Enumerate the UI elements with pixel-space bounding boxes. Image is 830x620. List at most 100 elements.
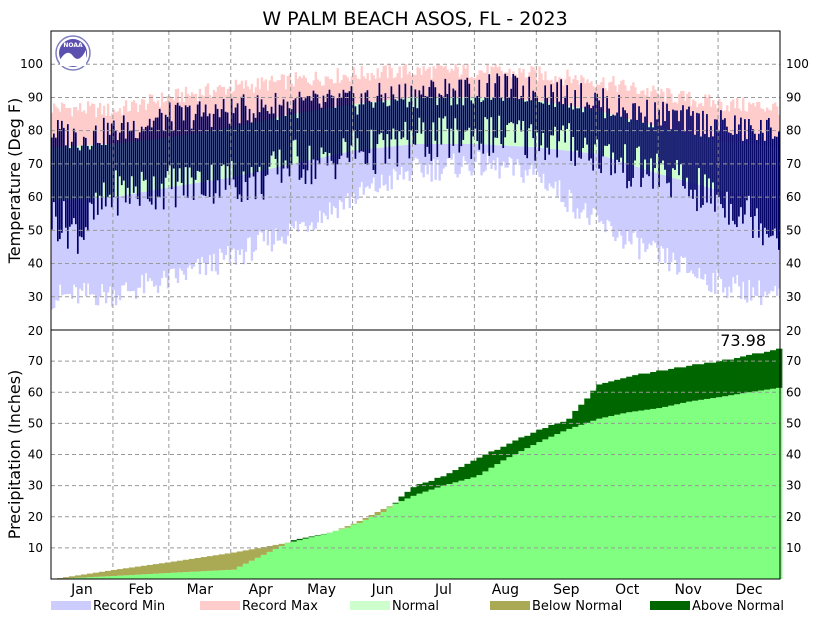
observed-temp-bar: Sep 27 bbox=[588, 104, 590, 161]
record-max-bar bbox=[628, 90, 631, 120]
below-normal-bar bbox=[338, 528, 345, 530]
record-min-bar bbox=[182, 184, 186, 275]
record-min-bar bbox=[332, 154, 335, 207]
observed-temp-bar: May 20 bbox=[328, 89, 331, 154]
observed-temp-bar: Nov 8 bbox=[672, 109, 674, 169]
observed-temp-bar: Jul 29 bbox=[468, 83, 471, 128]
observed-temp-bar: Aug 3 bbox=[478, 79, 481, 150]
observed-temp-bar: Jul 15 bbox=[440, 94, 443, 145]
observed-temp-bar: Jan 9 bbox=[66, 124, 69, 249]
observed-temp-bar: May 27 bbox=[342, 89, 345, 139]
observed-temp-bar: Dec 16 bbox=[748, 119, 750, 196]
above-normal-bar bbox=[770, 350, 777, 389]
above-normal-bar bbox=[530, 432, 537, 446]
record-min-bar bbox=[766, 198, 769, 296]
temp-tick-label-left: 60 bbox=[28, 190, 43, 204]
record-max-bar bbox=[254, 87, 258, 123]
record-min-bar bbox=[468, 143, 471, 171]
observed-temp-bar: May 6 bbox=[300, 97, 303, 178]
record-max-bar bbox=[438, 65, 441, 98]
observed-temp-bar: Jun 5 bbox=[360, 93, 363, 152]
normal-precip-bar bbox=[584, 422, 591, 579]
record-max-bar bbox=[422, 66, 425, 98]
record-min-bar bbox=[776, 200, 779, 296]
observed-temp-bar: Nov 10 bbox=[676, 110, 678, 160]
normal-precip-bar bbox=[308, 537, 316, 579]
observed-temp-bar: Aug 31 bbox=[534, 92, 537, 161]
record-min-bar bbox=[688, 182, 691, 273]
legend-swatch bbox=[200, 601, 240, 610]
observed-temp-bar: Apr 2 bbox=[232, 113, 235, 180]
observed-temp-bar: Aug 5 bbox=[482, 100, 485, 154]
above-normal-bar bbox=[710, 362, 717, 399]
record-max-bar bbox=[708, 94, 711, 139]
below-normal-bar bbox=[182, 559, 190, 573]
record-max-bar bbox=[520, 72, 523, 100]
observed-temp-bar: Dec 20 bbox=[756, 140, 758, 209]
record-min-bar bbox=[486, 144, 489, 153]
observed-temp-bar: Oct 5 bbox=[604, 118, 606, 146]
observed-temp-bar: Aug 23 bbox=[518, 99, 521, 121]
record-min-bar bbox=[482, 144, 485, 173]
record-min-bar bbox=[292, 163, 296, 229]
record-max-bar bbox=[610, 81, 613, 115]
record-min-bar bbox=[214, 179, 218, 272]
observed-temp-bar: Nov 11 bbox=[678, 121, 680, 176]
below-normal-bar bbox=[86, 573, 94, 578]
record-max-bar bbox=[272, 81, 276, 119]
record-min-bar bbox=[386, 146, 389, 191]
precip-tick-label-right: 20 bbox=[786, 510, 801, 524]
record-max-bar bbox=[664, 101, 667, 129]
above-normal-bar bbox=[536, 429, 543, 443]
record-min-bar bbox=[254, 171, 258, 251]
below-normal-bar bbox=[80, 574, 88, 578]
observed-temp-bar: Sep 21 bbox=[576, 108, 578, 151]
record-min-bar bbox=[326, 156, 329, 220]
precip-tick-label-right: 60 bbox=[786, 385, 801, 399]
normal-precip-bar bbox=[716, 397, 723, 579]
normal-precip-bar bbox=[416, 493, 423, 579]
above-normal-bar bbox=[308, 536, 316, 538]
record-min-bar bbox=[594, 153, 597, 210]
observed-temp-bar: Jul 24 bbox=[458, 79, 461, 153]
record-max-bar bbox=[428, 67, 431, 98]
normal-precip-bar bbox=[410, 495, 417, 579]
record-max-bar bbox=[592, 86, 595, 111]
record-min-bar bbox=[660, 174, 663, 247]
record-min-bar bbox=[320, 157, 323, 224]
legend-label: Below Normal bbox=[532, 599, 622, 614]
observed-temp-bar: Nov 22 bbox=[700, 136, 702, 208]
record-max-bar bbox=[244, 80, 248, 125]
normal-precip-bar bbox=[464, 479, 471, 579]
temp-tick-label-left: 100 bbox=[20, 57, 43, 71]
observed-temp-bar: Dec 23 bbox=[762, 132, 764, 246]
temp-tick-label-right: 90 bbox=[786, 90, 801, 104]
record-max-bar bbox=[138, 104, 142, 141]
observed-temp-bar: Jan 10 bbox=[68, 148, 71, 227]
temp-tick-label-left: 90 bbox=[28, 90, 43, 104]
observed-temp-bar: Mar 27 bbox=[220, 109, 223, 166]
normal-bar bbox=[510, 99, 513, 146]
observed-temp-bar: Dec 17 bbox=[750, 125, 752, 217]
normal-precip-bar bbox=[680, 402, 687, 579]
observed-temp-bar: Jan 4 bbox=[56, 120, 59, 242]
observed-temp-bar: Aug 15 bbox=[502, 100, 505, 149]
below-normal-bar bbox=[56, 578, 64, 579]
observed-temp-bar: Mar 4 bbox=[174, 104, 177, 208]
record-min-bar bbox=[612, 159, 615, 237]
record-max-bar bbox=[764, 111, 767, 146]
above-normal-bar bbox=[512, 440, 519, 455]
record-max-bar bbox=[226, 88, 230, 128]
above-normal-bar bbox=[758, 353, 765, 391]
record-min-bar bbox=[216, 179, 220, 275]
record-min-bar bbox=[192, 183, 196, 267]
normal-precip-bar bbox=[104, 576, 112, 579]
observed-temp-bar: Oct 17 bbox=[628, 121, 630, 181]
normal-precip-bar bbox=[134, 574, 142, 579]
record-min-bar bbox=[648, 170, 651, 244]
above-normal-bar bbox=[596, 384, 603, 419]
record-max-bar bbox=[776, 106, 779, 148]
record-min-bar bbox=[398, 145, 401, 175]
observed-temp-bar: Oct 22 bbox=[638, 106, 640, 147]
record-max-bar bbox=[292, 86, 296, 114]
